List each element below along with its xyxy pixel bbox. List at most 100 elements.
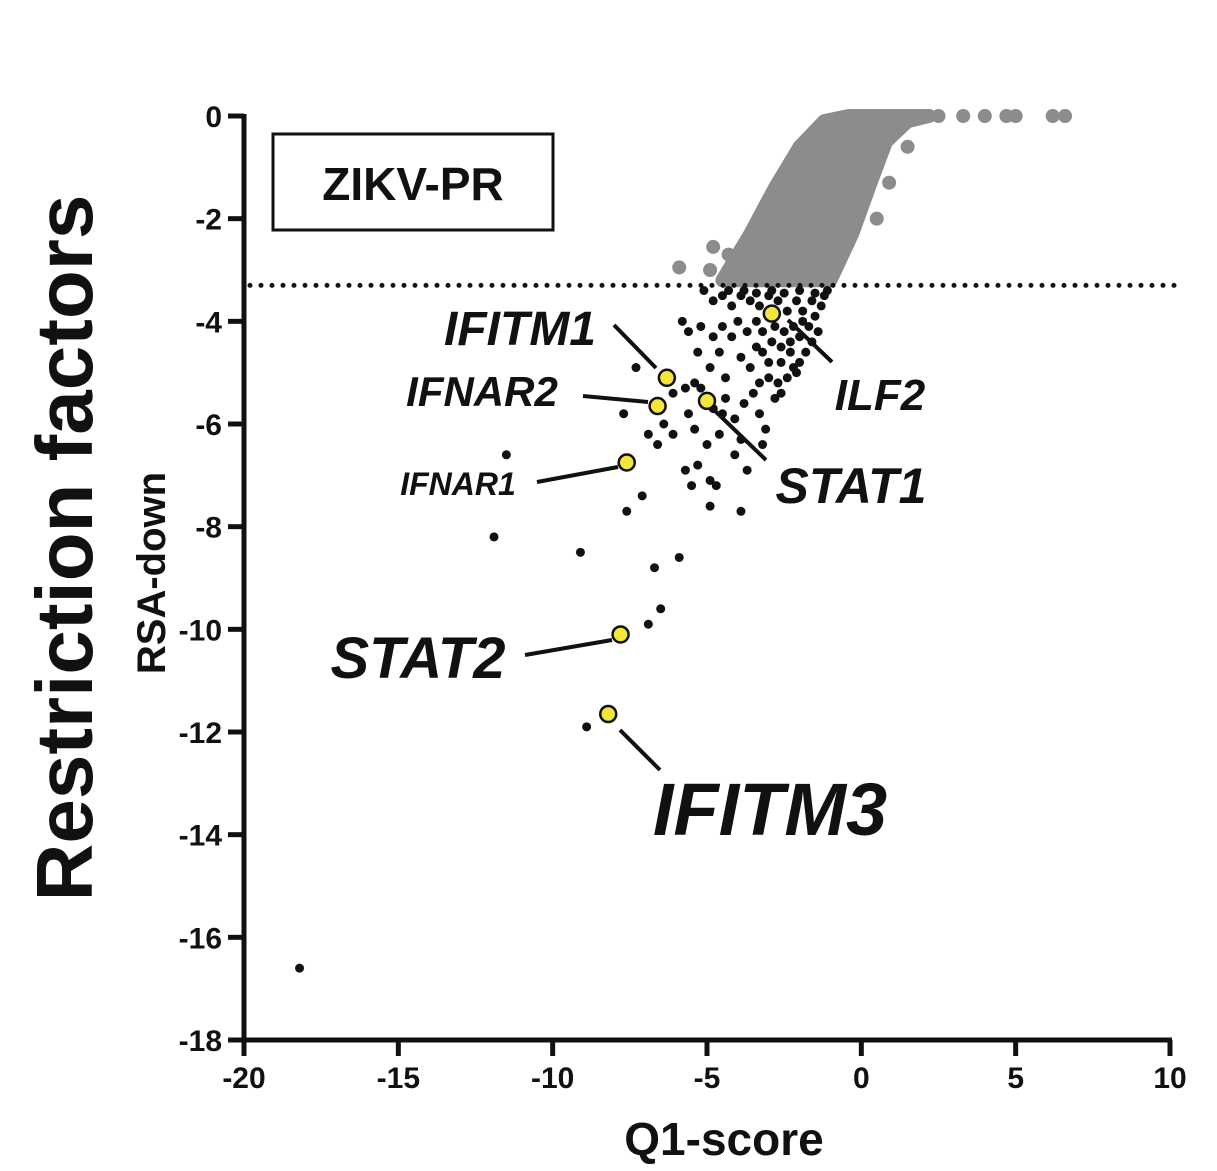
significant-point — [582, 722, 592, 732]
significant-point — [745, 363, 755, 373]
significant-point — [758, 440, 768, 450]
highlighted-point — [598, 704, 618, 724]
y-tick-label: -8 — [195, 512, 222, 545]
significant-point — [782, 373, 792, 383]
background-point — [792, 268, 807, 283]
significant-point — [776, 357, 786, 367]
significant-point — [705, 475, 715, 485]
significant-point — [696, 383, 706, 393]
highlighted-point — [657, 368, 677, 388]
significant-point — [622, 506, 632, 516]
significant-point — [733, 316, 743, 326]
significant-point — [822, 286, 832, 296]
background-point — [882, 175, 897, 190]
background-point — [956, 109, 971, 123]
significant-point — [653, 440, 663, 450]
significant-point — [721, 393, 731, 403]
y-tick-label: -18 — [179, 1025, 222, 1058]
significant-point — [767, 286, 777, 296]
significant-point — [798, 316, 808, 326]
significant-point — [773, 378, 783, 388]
significant-point — [816, 301, 826, 311]
significant-point — [795, 286, 805, 296]
significant-point — [668, 388, 678, 398]
significant-point — [785, 347, 795, 357]
significant-point — [714, 429, 724, 439]
y-tick-label: -14 — [179, 820, 223, 853]
significant-point — [807, 296, 817, 306]
x-axis-label: Q1-score — [624, 1113, 823, 1165]
significant-point — [295, 963, 305, 973]
x-tick-label: -20 — [222, 1062, 265, 1095]
significant-point — [717, 321, 727, 331]
significant-point — [751, 316, 761, 326]
significant-point — [810, 288, 820, 298]
significant-point — [501, 450, 511, 460]
significant-point — [767, 337, 777, 347]
panel-label: ZIKV-PR — [322, 158, 503, 210]
significant-point — [643, 429, 653, 439]
gene-label: IFNAR1 — [400, 466, 516, 502]
gene-label: IFITM3 — [653, 768, 887, 851]
leader-line — [612, 323, 658, 370]
significant-point — [696, 321, 706, 331]
significant-point — [748, 388, 758, 398]
significant-point — [705, 363, 715, 373]
chart-title: Restriction factors — [20, 195, 109, 902]
significant-point — [680, 465, 690, 475]
significant-point — [631, 363, 641, 373]
background-point — [703, 263, 718, 277]
axes: 0 -2 -4 -6 -8 -10 -12 -14 -16 -18-20 -15 -10 -5 0 5 10 — [179, 101, 1187, 1095]
significant-points — [295, 286, 832, 973]
significant-point — [619, 409, 629, 419]
background-point — [869, 211, 884, 226]
significant-point — [739, 286, 749, 296]
significant-point — [792, 368, 802, 378]
significant-point — [736, 352, 746, 362]
significant-point — [745, 296, 755, 306]
significant-point — [702, 440, 712, 450]
background-point — [848, 114, 863, 129]
background-point — [774, 206, 789, 221]
gene-labels: IFITM3 STAT2 IFNAR1 IFNAR2 IFITM1 STAT1 ILF2 — [330, 303, 926, 851]
significant-point — [798, 306, 808, 316]
background-points — [672, 109, 1073, 283]
background-point — [1045, 109, 1060, 123]
highlighted-point — [611, 625, 630, 644]
gene-label: STAT1 — [776, 458, 927, 514]
highlighted-points — [598, 304, 782, 724]
significant-point — [683, 409, 693, 419]
background-point — [977, 109, 992, 123]
significant-point — [751, 342, 761, 352]
significant-point — [727, 301, 737, 311]
leader-line — [536, 465, 619, 484]
significant-point — [751, 288, 761, 298]
significant-point — [656, 604, 666, 614]
significant-point — [680, 383, 690, 393]
background-point — [737, 257, 752, 272]
significant-point — [705, 501, 715, 511]
significant-point — [677, 316, 687, 326]
y-tick-label: -2 — [195, 204, 222, 237]
significant-point — [758, 347, 768, 357]
x-tick-label: 0 — [853, 1062, 870, 1095]
significant-point — [770, 321, 780, 331]
significant-point — [637, 491, 647, 501]
significant-point — [758, 327, 768, 337]
highlighted-point — [697, 391, 717, 411]
gene-leader-lines — [524, 318, 834, 772]
significant-point — [761, 424, 771, 434]
significant-point — [785, 337, 795, 347]
significant-point — [717, 291, 727, 301]
significant-point — [714, 347, 724, 357]
background-point — [792, 180, 807, 195]
significant-point — [739, 398, 749, 408]
y-axis-label: RSA-down — [130, 472, 174, 674]
significant-point — [575, 547, 585, 557]
y-tick-label: -4 — [195, 306, 222, 339]
panel-label-box — [271, 132, 555, 232]
background-point — [817, 211, 832, 226]
significant-point — [687, 481, 697, 491]
significant-point — [742, 465, 752, 475]
y-tick-label: -16 — [179, 922, 222, 955]
